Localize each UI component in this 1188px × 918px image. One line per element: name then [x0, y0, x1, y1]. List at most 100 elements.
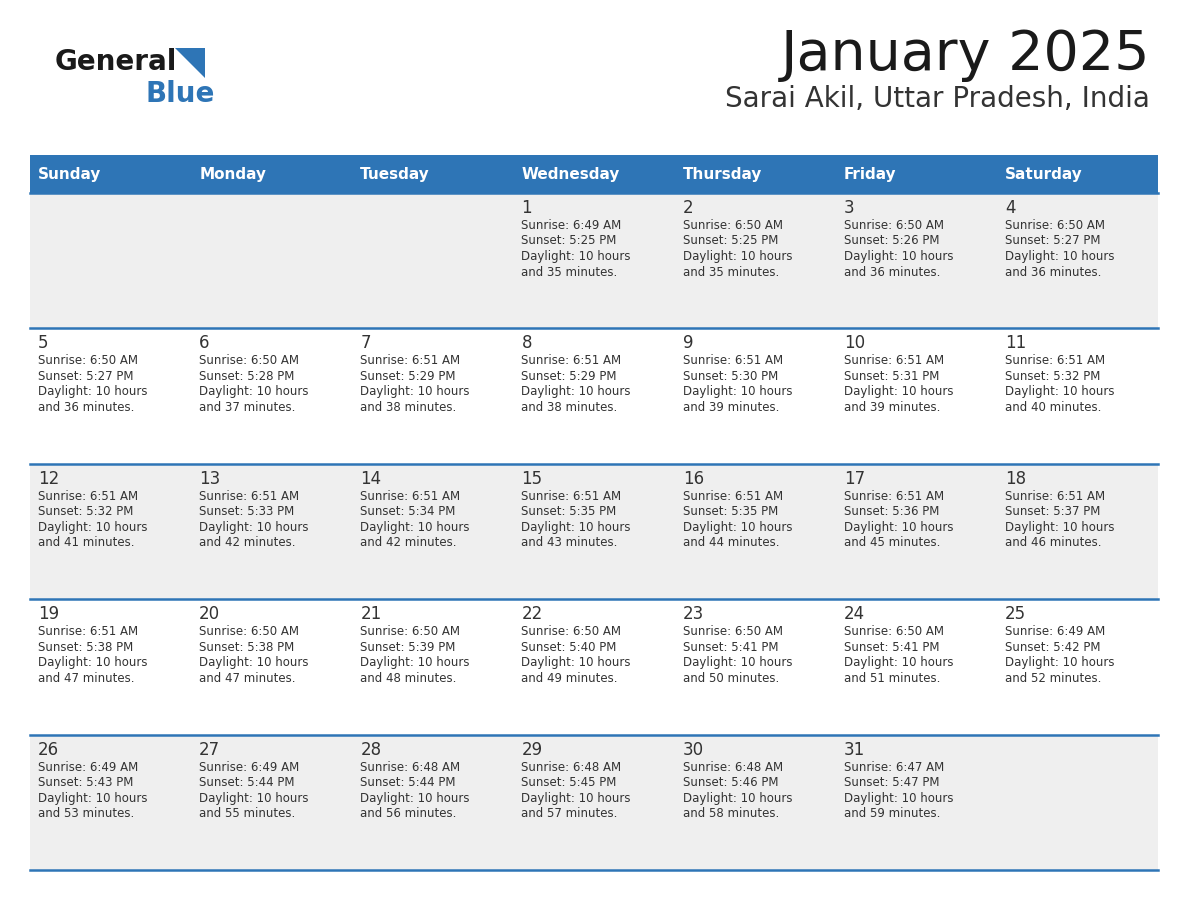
Text: Sunset: 5:25 PM: Sunset: 5:25 PM — [683, 234, 778, 248]
FancyBboxPatch shape — [30, 734, 1158, 870]
FancyBboxPatch shape — [30, 464, 1158, 599]
Text: and 38 minutes.: and 38 minutes. — [360, 401, 456, 414]
FancyBboxPatch shape — [675, 155, 835, 193]
Text: and 39 minutes.: and 39 minutes. — [843, 401, 940, 414]
Text: 13: 13 — [200, 470, 221, 487]
Text: Sunrise: 6:50 AM: Sunrise: 6:50 AM — [683, 219, 783, 232]
Text: 7: 7 — [360, 334, 371, 353]
Text: Sunrise: 6:48 AM: Sunrise: 6:48 AM — [683, 761, 783, 774]
Text: 29: 29 — [522, 741, 543, 758]
FancyBboxPatch shape — [191, 155, 353, 193]
Text: Saturday: Saturday — [1005, 166, 1082, 182]
Text: and 42 minutes.: and 42 minutes. — [200, 536, 296, 549]
Text: Sunrise: 6:49 AM: Sunrise: 6:49 AM — [38, 761, 138, 774]
Text: and 55 minutes.: and 55 minutes. — [200, 807, 296, 820]
Text: and 43 minutes.: and 43 minutes. — [522, 536, 618, 549]
FancyBboxPatch shape — [30, 193, 1158, 329]
Text: Sunrise: 6:51 AM: Sunrise: 6:51 AM — [360, 490, 461, 503]
Text: Daylight: 10 hours: Daylight: 10 hours — [38, 521, 147, 533]
Text: and 39 minutes.: and 39 minutes. — [683, 401, 779, 414]
Text: Daylight: 10 hours: Daylight: 10 hours — [360, 521, 469, 533]
Text: Sunset: 5:38 PM: Sunset: 5:38 PM — [200, 641, 295, 654]
Text: and 56 minutes.: and 56 minutes. — [360, 807, 456, 820]
Text: Sunset: 5:25 PM: Sunset: 5:25 PM — [522, 234, 617, 248]
Text: Sunrise: 6:51 AM: Sunrise: 6:51 AM — [1005, 490, 1105, 503]
Text: 12: 12 — [38, 470, 59, 487]
Text: Sunrise: 6:50 AM: Sunrise: 6:50 AM — [683, 625, 783, 638]
Text: 17: 17 — [843, 470, 865, 487]
Text: Sunrise: 6:50 AM: Sunrise: 6:50 AM — [200, 354, 299, 367]
Text: 6: 6 — [200, 334, 210, 353]
Text: Friday: Friday — [843, 166, 897, 182]
Text: 1: 1 — [522, 199, 532, 217]
Text: Daylight: 10 hours: Daylight: 10 hours — [683, 521, 792, 533]
Text: 27: 27 — [200, 741, 220, 758]
Text: Daylight: 10 hours: Daylight: 10 hours — [522, 521, 631, 533]
Text: Sunrise: 6:49 AM: Sunrise: 6:49 AM — [522, 219, 621, 232]
FancyBboxPatch shape — [835, 155, 997, 193]
Text: Sunset: 5:34 PM: Sunset: 5:34 PM — [360, 505, 456, 519]
Text: Sunrise: 6:51 AM: Sunrise: 6:51 AM — [360, 354, 461, 367]
Text: 5: 5 — [38, 334, 49, 353]
Text: 14: 14 — [360, 470, 381, 487]
Text: Sunset: 5:40 PM: Sunset: 5:40 PM — [522, 641, 617, 654]
Text: January 2025: January 2025 — [781, 28, 1150, 82]
Text: Sunrise: 6:51 AM: Sunrise: 6:51 AM — [843, 354, 944, 367]
Text: Sunset: 5:26 PM: Sunset: 5:26 PM — [843, 234, 940, 248]
Text: Daylight: 10 hours: Daylight: 10 hours — [200, 521, 309, 533]
FancyBboxPatch shape — [30, 599, 1158, 734]
Text: 9: 9 — [683, 334, 693, 353]
Text: 3: 3 — [843, 199, 854, 217]
Text: 23: 23 — [683, 605, 703, 623]
Text: Sunrise: 6:51 AM: Sunrise: 6:51 AM — [522, 490, 621, 503]
Text: Tuesday: Tuesday — [360, 166, 430, 182]
Text: Sunrise: 6:50 AM: Sunrise: 6:50 AM — [38, 354, 138, 367]
Text: Sunrise: 6:50 AM: Sunrise: 6:50 AM — [360, 625, 460, 638]
Text: and 46 minutes.: and 46 minutes. — [1005, 536, 1101, 549]
Text: Daylight: 10 hours: Daylight: 10 hours — [200, 656, 309, 669]
Text: Daylight: 10 hours: Daylight: 10 hours — [843, 656, 953, 669]
Text: Monday: Monday — [200, 166, 266, 182]
Text: 4: 4 — [1005, 199, 1016, 217]
Text: Sunrise: 6:51 AM: Sunrise: 6:51 AM — [522, 354, 621, 367]
Text: Sunset: 5:27 PM: Sunset: 5:27 PM — [38, 370, 133, 383]
Text: Daylight: 10 hours: Daylight: 10 hours — [522, 791, 631, 804]
Text: Daylight: 10 hours: Daylight: 10 hours — [1005, 656, 1114, 669]
Polygon shape — [175, 48, 206, 78]
Text: Daylight: 10 hours: Daylight: 10 hours — [683, 250, 792, 263]
Text: Sunset: 5:29 PM: Sunset: 5:29 PM — [360, 370, 456, 383]
Text: Daylight: 10 hours: Daylight: 10 hours — [360, 656, 469, 669]
Text: 11: 11 — [1005, 334, 1026, 353]
Text: Sunset: 5:41 PM: Sunset: 5:41 PM — [843, 641, 940, 654]
Text: Sunrise: 6:47 AM: Sunrise: 6:47 AM — [843, 761, 944, 774]
Text: Wednesday: Wednesday — [522, 166, 620, 182]
Text: Daylight: 10 hours: Daylight: 10 hours — [200, 791, 309, 804]
Text: Sunrise: 6:50 AM: Sunrise: 6:50 AM — [843, 625, 943, 638]
Text: Sunset: 5:42 PM: Sunset: 5:42 PM — [1005, 641, 1100, 654]
Text: Sunrise: 6:51 AM: Sunrise: 6:51 AM — [683, 490, 783, 503]
Text: Daylight: 10 hours: Daylight: 10 hours — [522, 386, 631, 398]
Text: 28: 28 — [360, 741, 381, 758]
FancyBboxPatch shape — [30, 329, 1158, 464]
Text: 19: 19 — [38, 605, 59, 623]
Text: 18: 18 — [1005, 470, 1026, 487]
Text: Sunset: 5:29 PM: Sunset: 5:29 PM — [522, 370, 617, 383]
Text: and 53 minutes.: and 53 minutes. — [38, 807, 134, 820]
Text: and 51 minutes.: and 51 minutes. — [843, 672, 940, 685]
Text: and 40 minutes.: and 40 minutes. — [1005, 401, 1101, 414]
Text: Sunday: Sunday — [38, 166, 101, 182]
Text: and 44 minutes.: and 44 minutes. — [683, 536, 779, 549]
Text: 2: 2 — [683, 199, 694, 217]
Text: Daylight: 10 hours: Daylight: 10 hours — [38, 791, 147, 804]
Text: Sunrise: 6:51 AM: Sunrise: 6:51 AM — [38, 490, 138, 503]
Text: Sunset: 5:30 PM: Sunset: 5:30 PM — [683, 370, 778, 383]
Text: Sunset: 5:41 PM: Sunset: 5:41 PM — [683, 641, 778, 654]
Text: Sunrise: 6:51 AM: Sunrise: 6:51 AM — [843, 490, 944, 503]
Text: Sunset: 5:27 PM: Sunset: 5:27 PM — [1005, 234, 1100, 248]
Text: Daylight: 10 hours: Daylight: 10 hours — [200, 386, 309, 398]
Text: Sunrise: 6:51 AM: Sunrise: 6:51 AM — [200, 490, 299, 503]
Text: Sunset: 5:44 PM: Sunset: 5:44 PM — [200, 776, 295, 789]
Text: Daylight: 10 hours: Daylight: 10 hours — [522, 656, 631, 669]
Text: Sunrise: 6:50 AM: Sunrise: 6:50 AM — [522, 625, 621, 638]
Text: Sunset: 5:35 PM: Sunset: 5:35 PM — [683, 505, 778, 519]
